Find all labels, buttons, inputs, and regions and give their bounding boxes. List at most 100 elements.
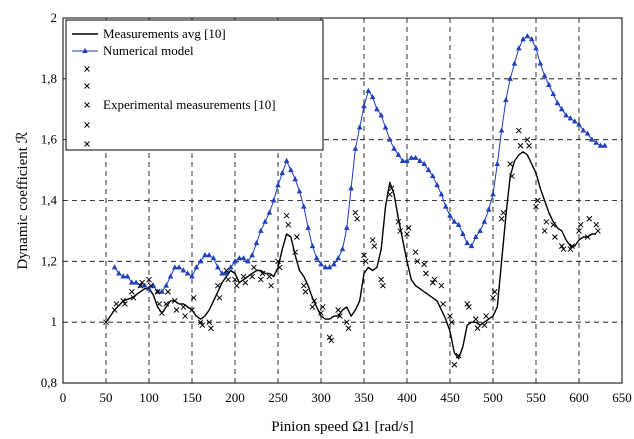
numerical-model-point [417, 157, 423, 163]
legend-box [65, 19, 324, 151]
numerical-model-point [408, 154, 415, 160]
numerical-model-point [455, 221, 462, 227]
experimental-point [423, 270, 429, 277]
experimental-point [345, 325, 352, 332]
numerical-model-point [382, 124, 389, 130]
experimental-point [208, 325, 214, 332]
experimental-point [294, 234, 300, 240]
experimental-point [159, 310, 165, 316]
numerical-model-point [399, 157, 406, 163]
experimental-point [84, 66, 90, 72]
experimental-point [311, 298, 317, 304]
numerical-model-point [602, 142, 608, 148]
experimental-point [371, 243, 378, 249]
numerical-model-point [163, 282, 169, 288]
numerical-model-point [326, 264, 333, 270]
numerical-model-point [189, 273, 195, 279]
numerical-model-point [262, 218, 268, 224]
experimental-point [369, 237, 376, 243]
numerical-model-point [576, 121, 582, 127]
legend-label: Numerical model [103, 43, 194, 58]
x-tick-label: 500 [483, 390, 503, 405]
numerical-model-point [387, 136, 393, 142]
numerical-model-point [275, 182, 281, 188]
experimental-point [481, 322, 488, 329]
numerical-model-point [167, 273, 174, 279]
experimental-point [259, 270, 266, 277]
numerical-model-point [563, 112, 569, 118]
numerical-model-point [524, 33, 531, 39]
experimental-point [84, 83, 90, 89]
experimental-point [541, 228, 548, 234]
legend-entry: Experimental measurements [10] [84, 66, 276, 147]
experimental-point [249, 273, 256, 280]
experimental-point [517, 142, 524, 149]
experimental-point [197, 319, 204, 326]
x-axis-tick-labels: 0 50 100 150 200 250 300 350 400 450 500 550 600 650 [60, 390, 632, 405]
numerical-model-point [270, 197, 277, 203]
numerical-model-point [258, 227, 264, 233]
numerical-model-point [425, 166, 432, 173]
experimental-point [199, 322, 206, 329]
series-experimental-measurements-10 [103, 127, 601, 368]
numerical-model-point [249, 252, 255, 258]
numerical-model-point [434, 182, 440, 188]
experimental-point [483, 313, 489, 319]
legend-label: Measurements avg [10] [103, 26, 226, 41]
y-tick-label: 1,4 [41, 193, 58, 208]
numerical-model-point [404, 157, 410, 163]
experimental-point [113, 301, 120, 307]
numerical-model-point [584, 130, 591, 136]
experimental-point [388, 185, 395, 192]
numerical-model-point [481, 218, 488, 224]
experimental-point [326, 334, 333, 341]
numerical-model-point [180, 267, 187, 273]
experimental-point [466, 304, 472, 310]
experimental-point [569, 243, 575, 249]
x-tick-label: 100 [139, 390, 159, 405]
series-numerical-model [111, 33, 608, 294]
experimental-point [122, 301, 128, 307]
experimental-point [139, 279, 145, 286]
numerical-model-point [580, 127, 587, 133]
experimental-point [300, 282, 307, 289]
experimental-point [283, 212, 290, 219]
experimental-point [335, 307, 342, 313]
experimental-point [84, 102, 90, 108]
experimental-point [498, 215, 505, 222]
numerical-model-point [537, 60, 544, 66]
experimental-point [586, 215, 593, 222]
experimental-point [362, 258, 369, 265]
experimental-point [352, 209, 359, 216]
experimental-point [447, 313, 453, 319]
experimental-point [395, 218, 402, 225]
numerical-model-point [133, 279, 139, 285]
experimental-point [337, 313, 343, 319]
experimental-point [438, 282, 445, 289]
numerical-model-point [485, 206, 492, 212]
experimental-point [431, 276, 438, 283]
experimental-point [232, 276, 238, 283]
experimental-point [386, 191, 393, 198]
experimental-point [319, 304, 326, 310]
experimental-point [180, 304, 187, 310]
numerical-model-point [193, 264, 200, 270]
experimental-point [268, 282, 274, 289]
numerical-model-point [503, 96, 509, 103]
experimental-point [595, 228, 601, 234]
numerical-model-point [520, 36, 526, 42]
numerical-model-point [378, 112, 384, 118]
experimental-point [380, 282, 386, 289]
experimental-point [154, 288, 161, 295]
numerical-model-point [412, 154, 419, 160]
experimental-point [550, 221, 557, 228]
x-tick-label: 250 [268, 390, 288, 405]
y-axis-title: Dynamic coefficient ℛ [15, 131, 31, 269]
experimental-point [343, 319, 350, 326]
legend-label: Experimental measurements [10] [103, 97, 276, 112]
x-tick-label: 550 [526, 390, 546, 405]
numerical-model-point [451, 218, 458, 224]
numerical-model-point [288, 166, 294, 173]
experimental-point [474, 325, 481, 332]
numerical-model-point [301, 203, 307, 209]
